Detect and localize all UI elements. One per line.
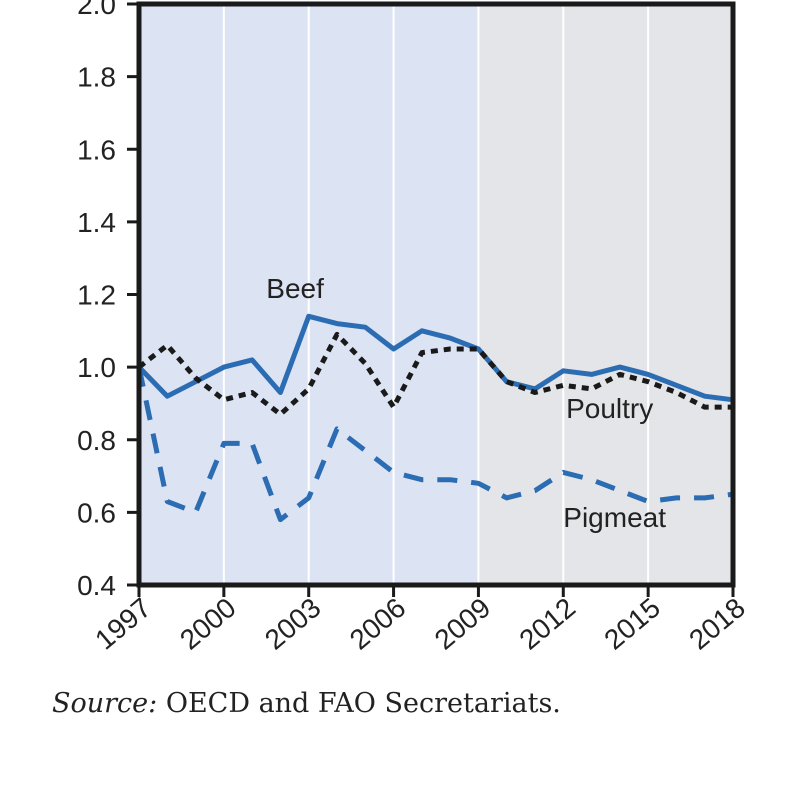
- x-axis: 1997 2000 2003 2006 2009 2012 2015 2018: [89, 585, 751, 656]
- y-tick-label: 1.6: [77, 134, 116, 165]
- y-tick-label: 0.8: [77, 425, 116, 456]
- y-tick-label: 0.4: [77, 570, 116, 601]
- y-tick-label: 1.0: [77, 352, 116, 383]
- y-tick-label: 0.6: [77, 497, 116, 528]
- y-tick-label: 1.4: [77, 207, 116, 238]
- series-line-poultry: [137, 331, 733, 417]
- x-tick-label: 2015: [598, 592, 666, 656]
- series-label-beef: Beef: [266, 273, 324, 304]
- y-axis: 0.4 0.6 0.8 1.0 1.2 1.4 1.6 1.8 2.0: [77, 0, 139, 601]
- x-tick-label: 1997: [89, 592, 157, 656]
- shaded-region-2: [478, 4, 733, 585]
- series-line-beef: [137, 313, 734, 403]
- source-text: OECD and FAO Secretariats.: [157, 688, 561, 719]
- x-tick-label: 2006: [344, 592, 412, 656]
- series-label-pigmeat: Pigmeat: [563, 502, 666, 533]
- source-note: Source: OECD and FAO Secretariats.: [52, 688, 561, 719]
- y-tick-label: 1.2: [77, 280, 116, 311]
- x-tick-label: 2018: [683, 592, 751, 656]
- series-labels: Beef Poultry Pigmeat: [266, 273, 666, 533]
- series-line-pigmeat: [136, 366, 734, 523]
- source-prefix: Source:: [52, 688, 158, 719]
- x-tick-label: 2003: [259, 592, 327, 656]
- x-tick-label: 2000: [174, 592, 242, 656]
- x-tick-label: 2009: [429, 592, 497, 656]
- x-tick-label: 2012: [513, 592, 581, 656]
- series-lines: [136, 313, 734, 523]
- y-tick-label: 1.8: [77, 62, 116, 93]
- y-tick-label: 2.0: [77, 0, 116, 20]
- series-label-poultry: Poultry: [566, 393, 653, 424]
